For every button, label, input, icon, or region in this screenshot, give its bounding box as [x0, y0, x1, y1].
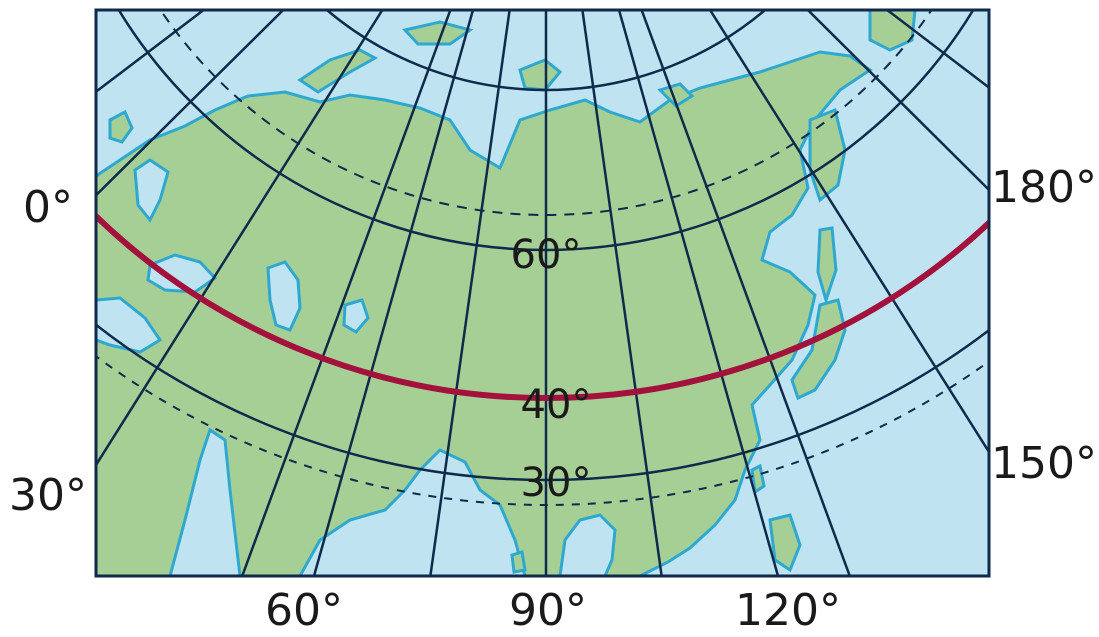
parallel-30 — [96, 323, 989, 482]
label-left-0: 0° — [23, 182, 73, 233]
parallel-tropic — [96, 354, 989, 506]
sakhalin — [816, 226, 838, 306]
meridian-135 — [640, 10, 852, 576]
new-siberian-islands — [657, 82, 695, 108]
bay-of-bengal — [558, 513, 617, 576]
meridian-60 — [312, 10, 475, 576]
baltic-sea — [133, 158, 170, 223]
meridian-30 — [96, 10, 384, 466]
british-isles — [108, 109, 134, 144]
parallel-80 — [325, 10, 767, 92]
caspian-sea — [266, 260, 302, 332]
novaya-zemlya — [297, 48, 379, 94]
label-lon-120: 120° — [735, 585, 841, 636]
label-right-180: 180° — [991, 162, 1097, 213]
meridian-75 — [429, 10, 511, 576]
label-left-30: 30° — [9, 470, 87, 521]
parallels — [96, 10, 989, 506]
label-lat-40: 40° — [521, 382, 592, 428]
arctic-islands — [402, 20, 474, 46]
severnaya-zemlya — [518, 58, 563, 92]
parallel-40 — [96, 211, 989, 401]
meridian-120 — [617, 10, 780, 576]
parallel-60 — [117, 10, 975, 252]
sri-lanka — [510, 550, 527, 574]
red-sea-gulf — [168, 427, 242, 576]
label-lon-60: 60° — [265, 585, 343, 636]
aral-sea — [342, 298, 370, 334]
taiwan — [750, 463, 766, 495]
black-sea — [146, 253, 218, 294]
meridian-15 — [96, 10, 285, 197]
meridian-165 — [806, 10, 989, 192]
philippines — [768, 513, 802, 573]
label-lon-90: 90° — [509, 585, 587, 636]
indian-ocean — [298, 448, 527, 576]
meridian-45 — [240, 10, 452, 576]
greenland-edge — [868, 10, 917, 52]
meridian-105 — [581, 10, 663, 576]
japan — [790, 298, 847, 401]
meridian-150 — [708, 10, 989, 453]
map-frame — [94, 8, 991, 578]
label-right-150: 150° — [991, 438, 1097, 489]
label-lat-30: 30° — [521, 460, 592, 506]
label-lat-60: 60° — [511, 232, 582, 278]
